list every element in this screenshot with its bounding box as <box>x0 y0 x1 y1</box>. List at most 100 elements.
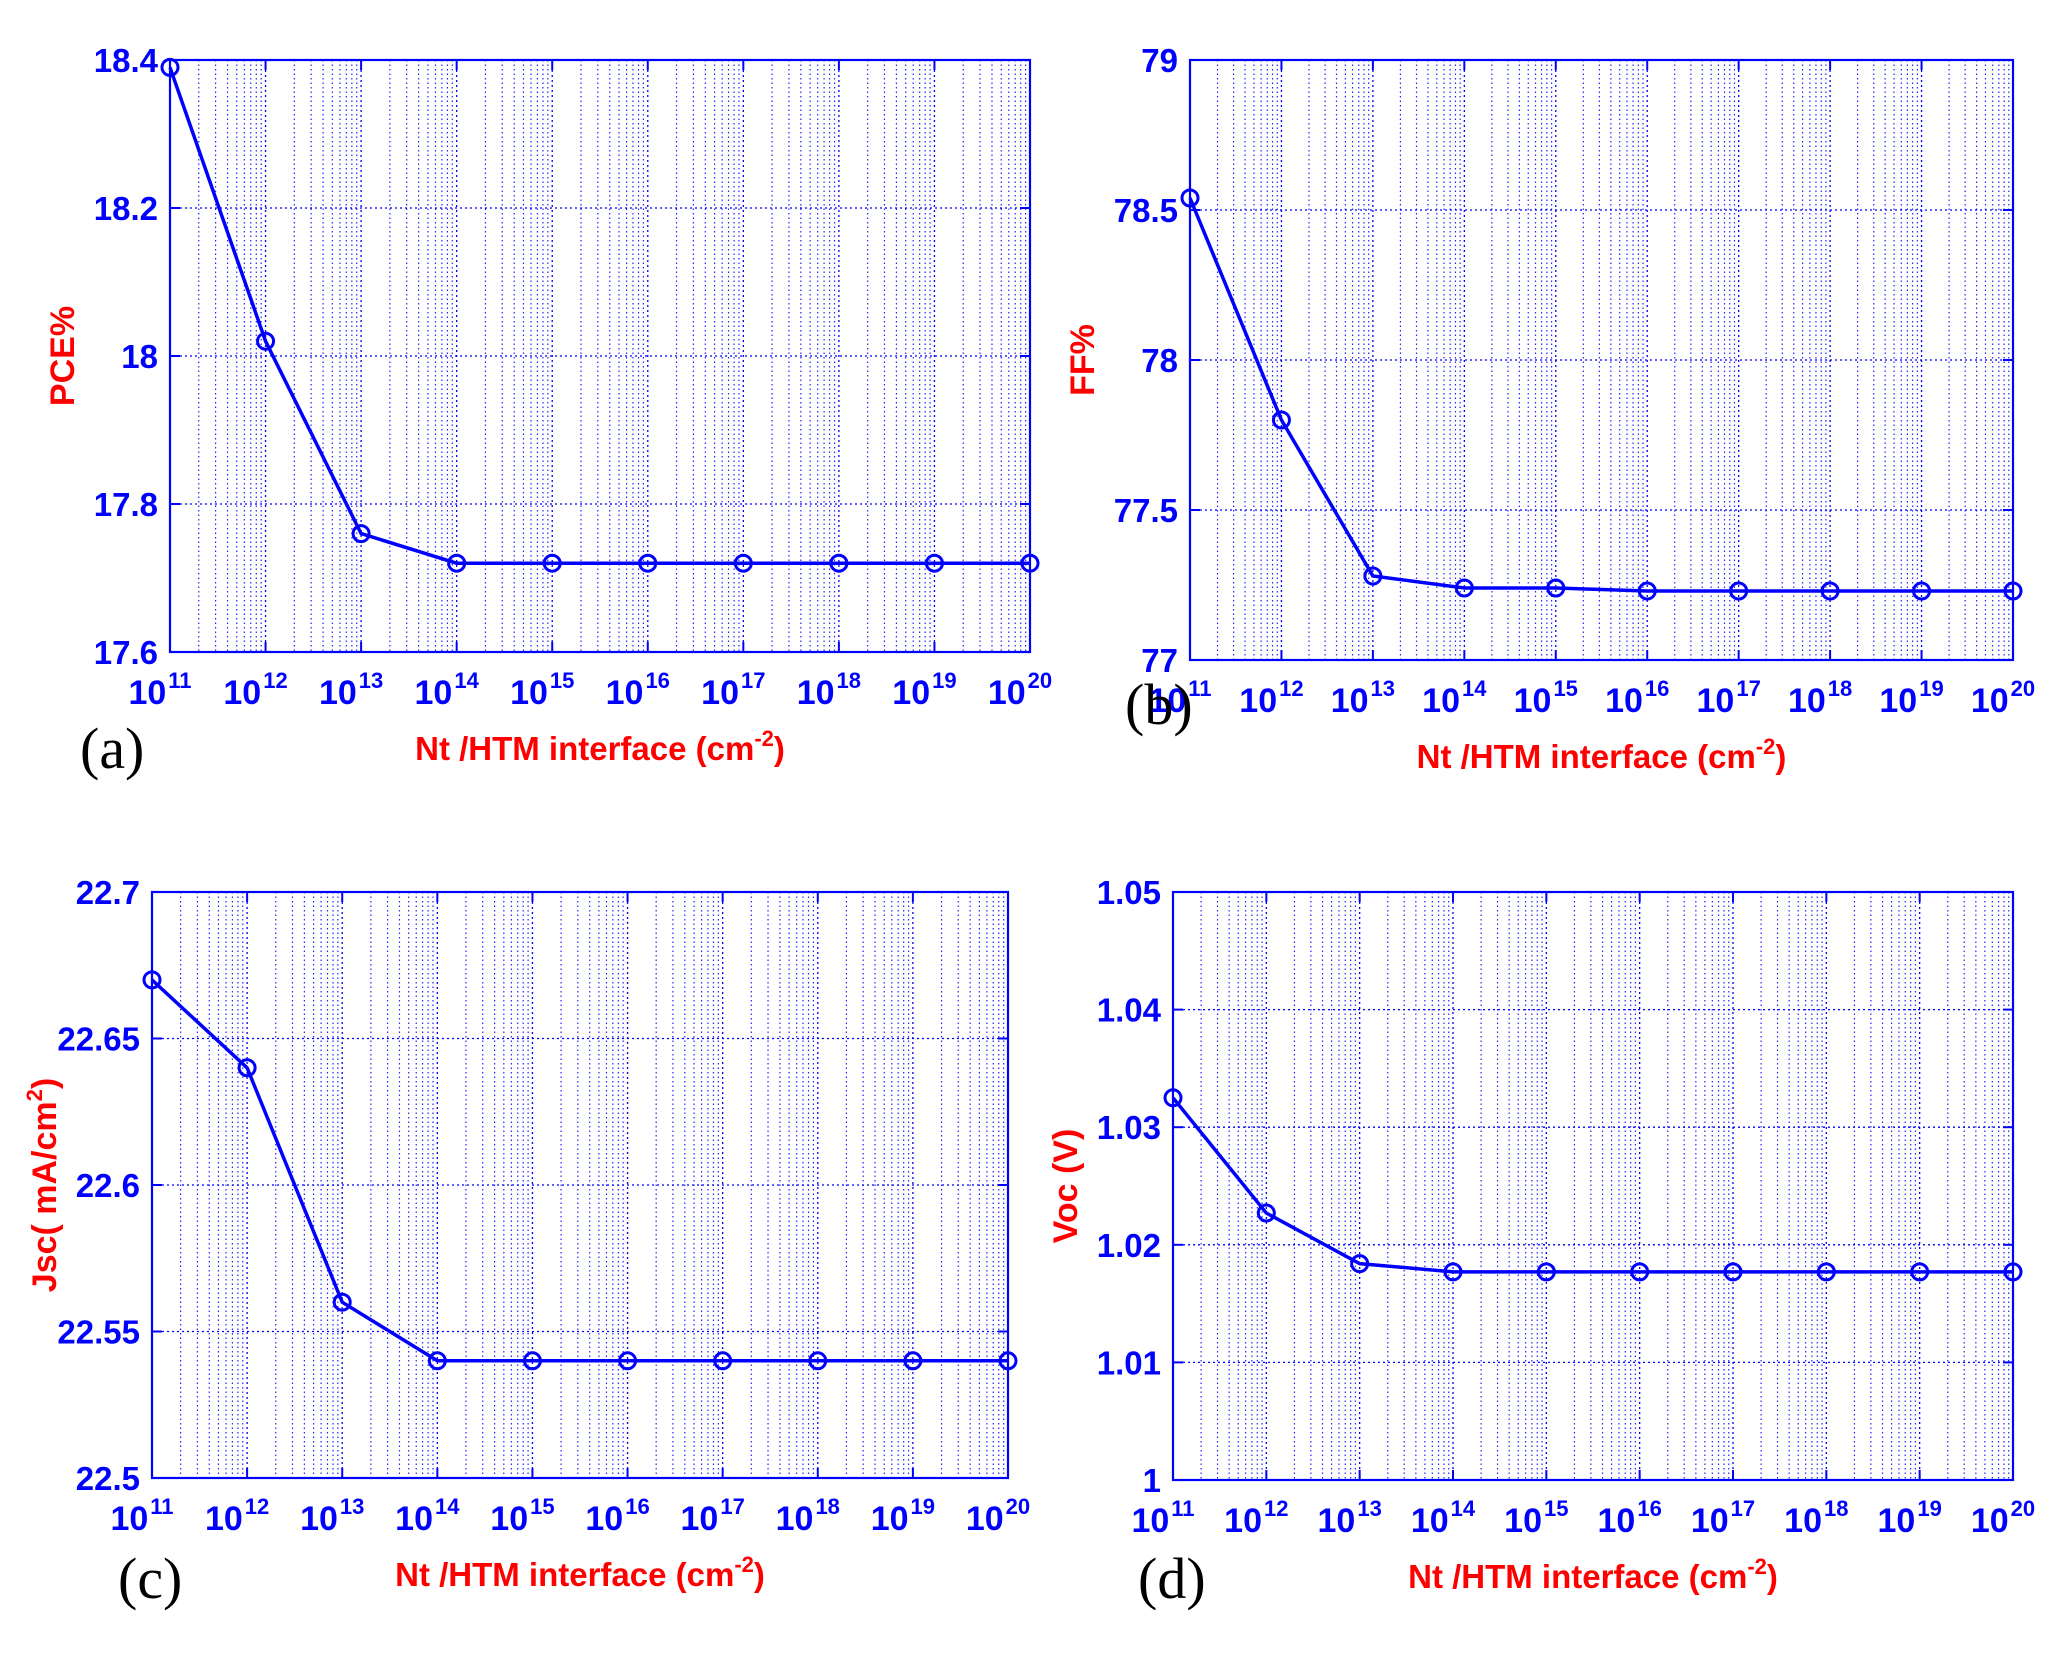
x-tick-label: 1012 <box>1224 1496 1288 1540</box>
panel-letter-d: (d) <box>1138 1546 1206 1611</box>
data-point <box>1020 553 1040 573</box>
x-tick-label: 1017 <box>1697 676 1761 720</box>
x-tick-label: 1011 <box>1148 676 1211 720</box>
tick-marks <box>1189 59 2014 661</box>
plot-area <box>152 892 1008 1478</box>
x-tick-label: 1011 <box>1131 1496 1194 1540</box>
x-tick-label: 1017 <box>701 668 765 712</box>
data-point <box>1637 581 1657 601</box>
x-tick-label: 1013 <box>1331 676 1395 720</box>
data-point <box>142 970 162 990</box>
data-point <box>713 1351 733 1371</box>
data-point <box>1910 1262 1930 1282</box>
data-point <box>733 553 753 573</box>
x-tick-label: 1012 <box>223 668 287 712</box>
x-tick-label: 1011 <box>128 668 191 712</box>
data-point <box>256 331 276 351</box>
data-point <box>1443 1262 1463 1282</box>
chart-panel-a: 17.6 17.8 18 18.2 18.4 1011 1012 1013 1014 1015 10… <box>44 42 1052 767</box>
chart-panel-d: 1 1.01 1.02 1.03 1.04 1.05 1011 1012 1013 1014 101… <box>1047 874 2035 1595</box>
data-point <box>1363 566 1383 586</box>
x-tick-label: 1016 <box>1598 1496 1662 1540</box>
data-point <box>1546 578 1566 598</box>
x-tick-label: 1015 <box>1504 1496 1568 1540</box>
x-tick-label: 1013 <box>300 1494 364 1538</box>
data-point <box>1912 581 1932 601</box>
data-point <box>542 553 562 573</box>
x-tick-label: 1018 <box>1788 676 1852 720</box>
data-point <box>903 1351 923 1371</box>
y-tick-label: 18.2 <box>94 190 158 227</box>
x-tick-label: 1017 <box>1691 1496 1755 1540</box>
data-point <box>2003 1262 2023 1282</box>
y-axis-label: Jsc( mA/cm2) <box>22 1078 64 1292</box>
x-tick-label: 1020 <box>1971 676 2035 720</box>
chart-panel-c: 22.5 22.55 22.6 22.65 22.7 1011 1012 1013 1014 10… <box>22 874 1030 1593</box>
y-tick-label: 22.7 <box>76 874 140 911</box>
x-tick-label: 1014 <box>1422 676 1487 720</box>
y-tick-label: 22.55 <box>57 1314 140 1351</box>
x-tick-label: 1018 <box>776 1494 840 1538</box>
data-point <box>332 1292 352 1312</box>
y-tick-label: 77.5 <box>1114 492 1178 529</box>
y-tick-label: 1 <box>1143 1462 1161 1499</box>
y-tick-label: 1.05 <box>1097 874 1161 911</box>
y-axis-label: PCE% <box>44 306 82 406</box>
data-point <box>1454 578 1474 598</box>
y-axis-label: FF% <box>1064 324 1102 396</box>
data-point <box>1630 1262 1650 1282</box>
data-point <box>829 553 849 573</box>
x-axis-label: Nt /HTM interface (cm-2) <box>415 726 785 767</box>
data-point <box>522 1351 542 1371</box>
series-line <box>1188 197 2013 593</box>
plot-frame <box>1171 890 2015 1482</box>
data-point <box>1256 1203 1276 1223</box>
x-tick-label: 1020 <box>1971 1496 2035 1540</box>
y-tick-label: 1.03 <box>1097 1109 1161 1146</box>
data-point <box>1163 1088 1183 1108</box>
y-tick-label: 1.04 <box>1097 992 1162 1029</box>
data-point <box>1729 581 1749 601</box>
chart-panel-b: 77 77.5 78 78.5 79 1011 1012 1013 1014 1015 1016 10… <box>1064 42 2035 775</box>
panel-letter-a: (a) <box>80 716 145 781</box>
x-tick-label: 1015 <box>490 1494 554 1538</box>
data-point <box>237 1058 257 1078</box>
x-tick-label: 1012 <box>205 1494 269 1538</box>
x-tick-label: 1012 <box>1239 676 1303 720</box>
data-point <box>808 1351 828 1371</box>
x-tick-label: 1016 <box>606 668 670 712</box>
x-tick-label: 1014 <box>1411 1496 1476 1540</box>
x-tick-label: 1018 <box>1784 1496 1848 1540</box>
x-axis-label: Nt /HTM interface (cm-2) <box>1408 1554 1778 1595</box>
series-line <box>168 66 1030 565</box>
data-point <box>618 1351 638 1371</box>
panel-letter-c: (c) <box>118 1546 183 1611</box>
data-point <box>1816 1262 1836 1282</box>
y-tick-label: 22.6 <box>76 1167 140 1204</box>
data-point <box>924 553 944 573</box>
y-tick-label: 77 <box>1141 642 1178 679</box>
data-point <box>638 553 658 573</box>
x-tick-label: 1019 <box>1878 1496 1942 1540</box>
tick-marks <box>151 891 1009 1479</box>
y-tick-label: 22.65 <box>57 1021 140 1058</box>
x-tick-label: 1020 <box>966 1494 1030 1538</box>
x-tick-label: 1019 <box>1879 676 1943 720</box>
y-tick-label: 79 <box>1141 42 1178 79</box>
y-tick-label: 1.02 <box>1097 1227 1161 1264</box>
data-point <box>1180 188 1200 208</box>
y-tick-label: 17.8 <box>94 486 158 523</box>
data-point <box>447 553 467 573</box>
data-point <box>427 1351 447 1371</box>
data-point <box>1350 1254 1370 1274</box>
panel-letter-b: (b) <box>1125 672 1193 737</box>
tick-marks <box>1172 891 2014 1481</box>
x-tick-label: 1011 <box>110 1494 173 1538</box>
x-tick-label: 1013 <box>319 668 383 712</box>
y-tick-label: 78.5 <box>1114 192 1178 229</box>
x-axis-label: Nt /HTM interface (cm-2) <box>395 1552 765 1593</box>
data-point <box>2003 581 2023 601</box>
data-point <box>1820 581 1840 601</box>
y-tick-label: 18.4 <box>94 42 159 79</box>
